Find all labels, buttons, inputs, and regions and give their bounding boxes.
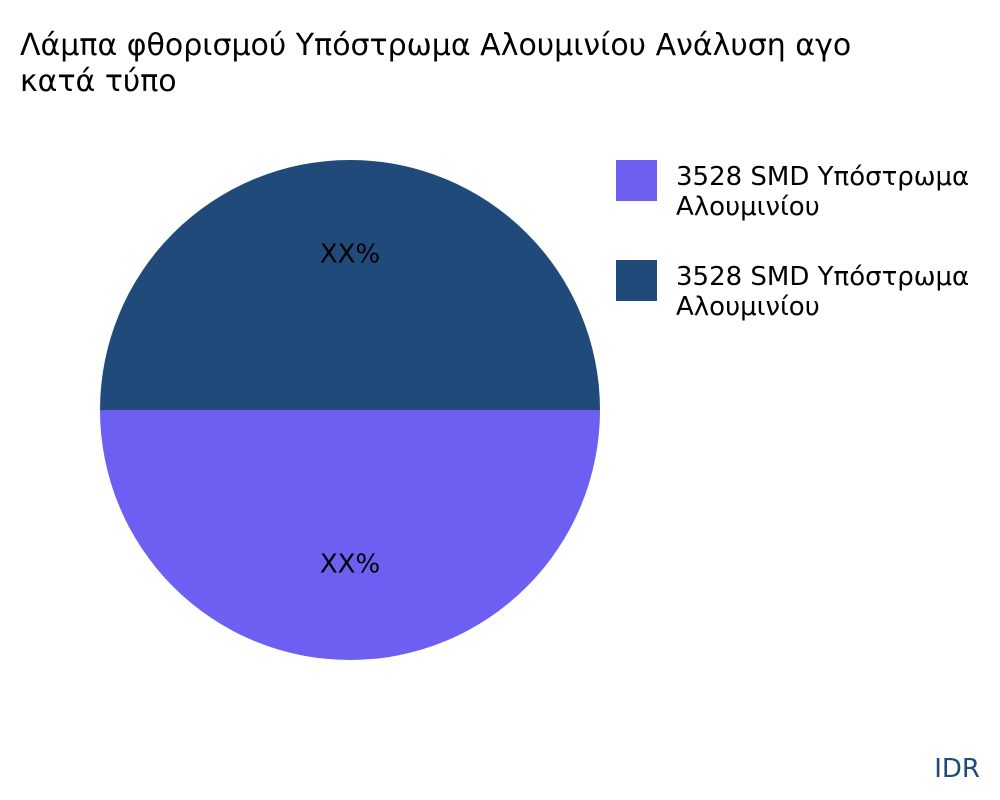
- legend-label: 3528 SMD Υπόστρωμα Αλουμινίου: [676, 162, 970, 222]
- slice-label: XX%: [320, 550, 380, 580]
- chart-title: Λάμπα φθορισμού Υπόστρωμα Αλουμινίου Ανά…: [20, 28, 851, 100]
- source: IDR: [934, 754, 980, 784]
- slice-label: XX%: [320, 240, 380, 270]
- pie-slice: [100, 410, 600, 660]
- title-line: Λάμπα φθορισμού Υπόστρωμα Αλουμινίου Ανά…: [20, 28, 852, 63]
- legend-swatch: [616, 160, 657, 201]
- legend-label: 3528 SMD Υπόστρωμα Αλουμινίου: [676, 262, 970, 322]
- pie-slice: [100, 160, 600, 410]
- legend-swatch: [616, 260, 657, 301]
- title-line: κατά τύπο: [20, 64, 177, 99]
